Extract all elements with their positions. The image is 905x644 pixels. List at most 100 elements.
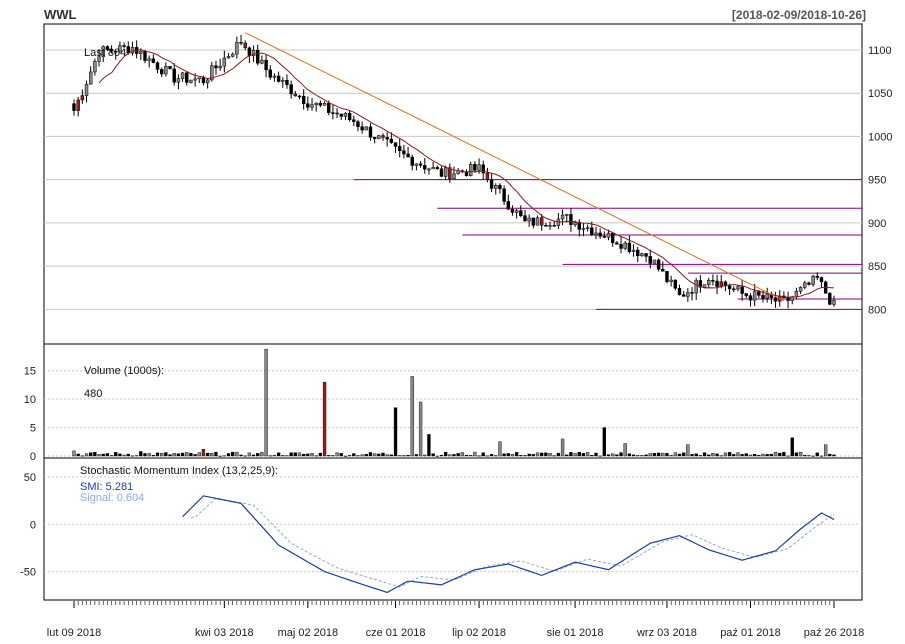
volume-bar bbox=[615, 454, 619, 457]
candle-body bbox=[765, 293, 769, 299]
volume-bar bbox=[410, 376, 414, 457]
candle-body bbox=[786, 297, 790, 301]
candle-body bbox=[93, 61, 97, 73]
candle-body bbox=[744, 293, 749, 296]
candle-body bbox=[727, 285, 732, 290]
candle-body bbox=[677, 287, 682, 295]
volume-bar bbox=[577, 451, 581, 457]
candle-body bbox=[164, 66, 168, 75]
volume-bar bbox=[594, 452, 598, 457]
candle-body bbox=[485, 172, 490, 180]
volume-bar bbox=[343, 455, 348, 457]
volume-bar bbox=[139, 451, 143, 457]
candle-body bbox=[732, 288, 736, 291]
volume-bar bbox=[89, 452, 93, 457]
volume-bar bbox=[101, 453, 105, 457]
x-tick-label: lip 02 2018 bbox=[452, 627, 506, 639]
volume-bar bbox=[339, 453, 343, 457]
volume-bar bbox=[832, 454, 836, 457]
smi-y-tick: 0 bbox=[30, 519, 36, 531]
volume-bar bbox=[285, 455, 289, 457]
candle-body bbox=[665, 271, 669, 282]
volume-bar bbox=[631, 454, 636, 457]
smi-title: Stochastic Momentum Index (13,2,25,9): bbox=[80, 465, 278, 477]
volume-bar bbox=[665, 453, 669, 457]
candle-body bbox=[681, 294, 686, 297]
smi-gridlines bbox=[44, 476, 862, 573]
candle-body bbox=[251, 49, 256, 57]
volume-bar bbox=[544, 452, 548, 457]
candle-body bbox=[331, 112, 335, 114]
candle-body bbox=[489, 179, 494, 189]
signal-line bbox=[190, 497, 835, 588]
volume-label: Volume (1000s): bbox=[84, 365, 164, 377]
volume-bar bbox=[235, 451, 239, 457]
volume-bar bbox=[414, 454, 419, 457]
volume-bar bbox=[552, 455, 556, 457]
volume-bar bbox=[494, 455, 498, 457]
smi-value-label: SMI: 5.281 bbox=[80, 481, 133, 493]
volume-bar bbox=[540, 452, 544, 457]
price-y-tick: 950 bbox=[868, 175, 886, 187]
volume-bar bbox=[272, 454, 277, 457]
candle-body bbox=[260, 59, 264, 64]
candle-body bbox=[631, 249, 636, 252]
candle-body bbox=[126, 46, 130, 54]
candle-body bbox=[669, 279, 673, 282]
candle-body bbox=[748, 295, 753, 301]
volume-bar bbox=[648, 453, 652, 457]
volume-bar bbox=[172, 453, 176, 457]
volume-bar bbox=[744, 453, 748, 457]
candle-body bbox=[640, 253, 644, 257]
volume-bar bbox=[347, 454, 352, 457]
candle-body bbox=[301, 96, 306, 104]
volume-y-tick: 15 bbox=[24, 366, 36, 378]
candle-body bbox=[97, 56, 101, 62]
volume-bar bbox=[226, 453, 231, 457]
candle-body bbox=[811, 275, 815, 285]
candle-body bbox=[686, 292, 690, 297]
candle-body bbox=[702, 284, 707, 288]
candle-body bbox=[502, 188, 506, 202]
candle-body bbox=[88, 71, 93, 85]
volume-y-tick: 5 bbox=[30, 423, 36, 435]
candle-body bbox=[322, 102, 327, 106]
volume-bar bbox=[76, 453, 80, 457]
candle-body bbox=[372, 137, 377, 139]
x-tick-label: paź 26 2018 bbox=[804, 627, 865, 639]
candle-body bbox=[389, 138, 394, 143]
candle-body bbox=[293, 93, 298, 97]
signal-value-label: Signal: 0.604 bbox=[80, 492, 144, 504]
volume-bar bbox=[602, 427, 606, 457]
candle-body bbox=[285, 80, 289, 85]
volume-bar bbox=[778, 452, 782, 457]
volume-bar bbox=[702, 452, 707, 457]
candle-body bbox=[101, 46, 105, 58]
volume-bar bbox=[598, 455, 602, 457]
volume-bar bbox=[381, 452, 385, 457]
volume-bar bbox=[510, 454, 515, 457]
candle-body bbox=[201, 77, 206, 84]
candle-body bbox=[80, 95, 85, 101]
candle-body bbox=[393, 142, 398, 147]
candle-body bbox=[197, 77, 201, 80]
smi-y-tick: 50 bbox=[24, 472, 36, 484]
volume-bar bbox=[247, 452, 252, 457]
candle-body bbox=[297, 95, 302, 98]
volume-bar bbox=[782, 452, 786, 457]
price-y-tick: 1100 bbox=[868, 45, 892, 57]
volume-bar bbox=[573, 453, 577, 457]
candle-body bbox=[477, 164, 481, 171]
candle-body bbox=[673, 279, 678, 289]
candle-body bbox=[381, 135, 385, 138]
candle-body bbox=[740, 286, 744, 294]
chart-symbol: WWL bbox=[44, 7, 77, 22]
smi-line bbox=[182, 495, 835, 594]
candle-body bbox=[356, 121, 360, 127]
candle-body bbox=[264, 59, 268, 71]
candle-body bbox=[180, 72, 185, 79]
candle-body bbox=[360, 126, 364, 131]
candle-body bbox=[189, 79, 193, 83]
chart-date-range: [2018-02-09/2018-10-26] bbox=[732, 8, 866, 22]
